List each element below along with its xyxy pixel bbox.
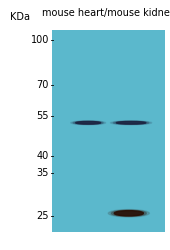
FancyBboxPatch shape <box>52 30 165 232</box>
Ellipse shape <box>108 210 149 217</box>
Text: 70: 70 <box>37 80 49 90</box>
Ellipse shape <box>113 121 149 124</box>
Ellipse shape <box>116 122 146 124</box>
Ellipse shape <box>111 210 147 216</box>
Text: KDa: KDa <box>10 12 30 22</box>
Text: 35: 35 <box>37 168 49 178</box>
Text: 40: 40 <box>37 151 49 161</box>
Ellipse shape <box>71 121 106 125</box>
Text: mouse heart/mouse kidney: mouse heart/mouse kidney <box>42 8 170 18</box>
Text: 100: 100 <box>31 35 49 45</box>
Text: 55: 55 <box>37 111 49 121</box>
Text: 25: 25 <box>37 211 49 221</box>
Ellipse shape <box>76 122 101 124</box>
Ellipse shape <box>73 121 103 124</box>
Ellipse shape <box>110 121 152 125</box>
Ellipse shape <box>114 211 143 216</box>
